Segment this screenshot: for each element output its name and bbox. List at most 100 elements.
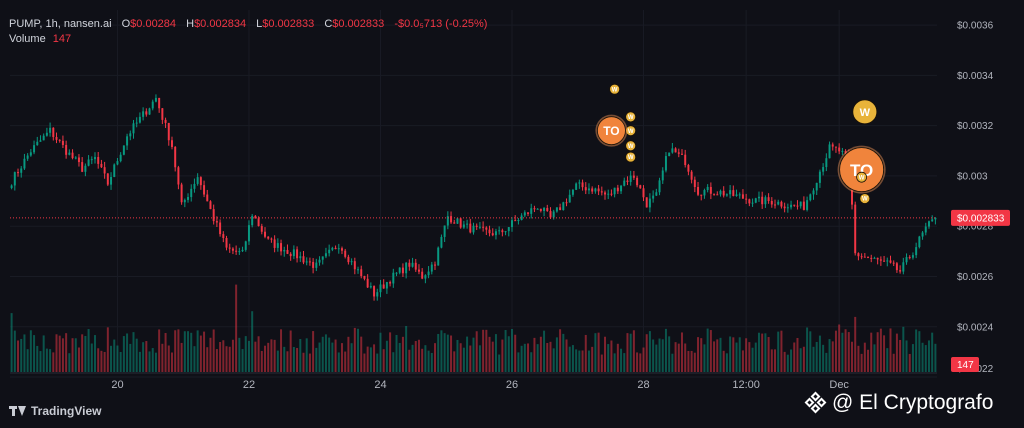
volume-bar xyxy=(786,354,789,372)
candle xyxy=(809,193,812,202)
candle-body xyxy=(174,146,177,168)
candle xyxy=(90,156,93,165)
volume-bar xyxy=(20,338,23,372)
candle xyxy=(235,245,238,255)
marker[interactable]: W xyxy=(609,83,621,95)
volume-bar xyxy=(363,353,366,372)
volume-bar xyxy=(924,345,927,372)
candle-body xyxy=(812,190,815,195)
marker-circle xyxy=(597,116,626,146)
candle-body xyxy=(84,165,87,172)
tradingview-logo[interactable]: TradingView xyxy=(9,404,101,418)
candle-body xyxy=(555,207,558,212)
candle-body xyxy=(507,227,510,232)
candle-body xyxy=(713,193,716,195)
candle-body xyxy=(408,262,411,267)
candle-body xyxy=(116,161,119,165)
candle-body xyxy=(664,156,667,171)
volume-bar xyxy=(270,339,273,372)
volume-bar xyxy=(305,338,308,372)
volume-bar xyxy=(84,335,87,372)
candle-body xyxy=(767,197,770,201)
candle xyxy=(71,149,74,160)
candle-body xyxy=(373,286,376,297)
candle-body xyxy=(312,261,315,268)
volume-bar xyxy=(296,347,299,372)
candle-body xyxy=(315,262,318,268)
candle-body xyxy=(68,152,71,155)
candle-body xyxy=(732,190,735,197)
candle xyxy=(661,167,664,184)
candle xyxy=(280,239,283,256)
candle xyxy=(260,223,263,235)
candle-body xyxy=(716,194,719,196)
low-value: $0.002833 xyxy=(262,18,315,30)
symbol-info[interactable]: PUMP, 1h, nansen.ai xyxy=(9,18,112,30)
candle xyxy=(302,250,305,265)
candle xyxy=(494,228,497,240)
marker[interactable]: W xyxy=(625,140,637,152)
candle-body xyxy=(267,236,270,239)
volume-bar xyxy=(584,334,587,372)
marker[interactable]: W xyxy=(625,111,637,123)
volume-bar xyxy=(142,342,145,372)
volume-bar xyxy=(831,341,834,372)
candle xyxy=(664,152,667,173)
volume-bar xyxy=(411,344,414,372)
candle-body xyxy=(684,154,687,166)
volume-bar xyxy=(235,284,238,372)
volume-bar xyxy=(764,333,767,372)
chart-markers[interactable]: WWWWWWTOWTOWW xyxy=(595,83,886,204)
candle xyxy=(158,97,161,113)
volume-bar xyxy=(61,338,64,372)
marker[interactable]: TO xyxy=(595,114,628,147)
marker[interactable]: TO xyxy=(837,145,886,194)
candle-body xyxy=(158,97,161,109)
candle xyxy=(578,179,581,189)
candle xyxy=(10,184,13,190)
price-axis[interactable]: $0.0036$0.0034$0.0032$0.003$0.0028$0.002… xyxy=(951,21,1010,375)
marker[interactable]: W xyxy=(859,193,871,204)
candle-body xyxy=(604,192,607,195)
volume-bar xyxy=(280,329,283,372)
x-tick-label: 24 xyxy=(374,379,386,391)
volume-bar xyxy=(424,345,427,372)
volume-label[interactable]: Volume xyxy=(9,33,46,45)
candle-body xyxy=(581,182,584,188)
volume-bar xyxy=(806,327,809,372)
volume-bar xyxy=(398,342,401,372)
volume-bar xyxy=(607,344,610,372)
candle-body xyxy=(212,209,215,222)
candle xyxy=(825,153,828,172)
time-axis[interactable]: 20 22 24 26 28 12:00 Dec xyxy=(10,372,937,391)
candle-body xyxy=(870,257,873,259)
candle-body xyxy=(462,224,465,228)
candle-body xyxy=(610,193,613,195)
volume-bar xyxy=(514,334,517,372)
marker[interactable]: W xyxy=(625,125,637,137)
candle xyxy=(446,211,449,230)
volume-bar xyxy=(350,343,353,372)
candle-body xyxy=(466,223,469,225)
candle-body xyxy=(33,145,36,153)
candle-body xyxy=(353,261,356,270)
candle xyxy=(177,165,180,190)
candle xyxy=(154,94,157,103)
marker[interactable]: W xyxy=(852,99,878,125)
marker[interactable]: W xyxy=(856,171,868,183)
marker-label: W xyxy=(862,197,868,203)
marker-label: W xyxy=(612,87,618,93)
candle xyxy=(613,187,616,198)
y-tick-label: $0.0028 xyxy=(957,222,994,233)
volume-bar xyxy=(857,345,860,372)
candle-body xyxy=(283,249,286,252)
candle-body xyxy=(623,180,626,186)
volume-bar xyxy=(571,345,574,372)
candle xyxy=(81,157,84,173)
volume-bar xyxy=(559,329,562,372)
candle xyxy=(652,190,655,203)
candle-body xyxy=(344,250,347,257)
candle xyxy=(116,158,119,166)
marker[interactable]: W xyxy=(625,151,637,163)
